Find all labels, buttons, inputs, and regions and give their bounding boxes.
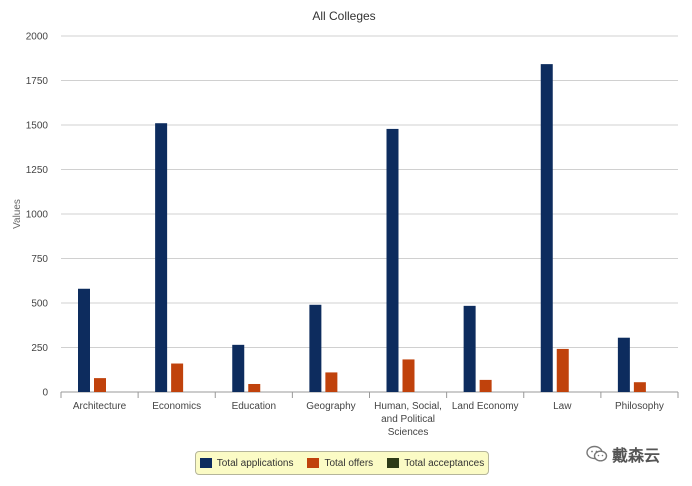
gridlines — [61, 35, 678, 393]
y-tick-label: 0 — [42, 388, 48, 399]
x-tick-label: Geography — [306, 401, 355, 412]
bar — [386, 128, 399, 392]
bar — [556, 348, 569, 392]
bar — [617, 337, 630, 392]
x-tick-label: Education — [232, 401, 276, 412]
y-tick-label: 750 — [31, 254, 48, 265]
x-tick-label: Philosophy — [615, 401, 664, 412]
y-tick-label: 250 — [31, 343, 48, 354]
y-tick-label: 1750 — [26, 76, 49, 87]
x-tick-label: Law — [553, 401, 572, 412]
legend-swatch — [199, 458, 212, 468]
x-tick-label: Economics — [152, 401, 201, 412]
legend-item: Total acceptances — [387, 458, 484, 469]
legend: Total applications Total offers Total acce… — [195, 451, 489, 475]
chart-title: All Colleges — [312, 9, 375, 23]
x-tick-label: Land Economy — [452, 401, 519, 412]
x-tick-label: Architecture — [73, 401, 127, 412]
y-tick-label: 500 — [31, 299, 48, 310]
bar — [78, 288, 90, 392]
legend-item: Total applications — [199, 457, 294, 469]
bar — [479, 379, 492, 392]
bar — [309, 304, 322, 392]
bar — [633, 382, 646, 392]
bar — [402, 359, 415, 392]
legend-label: Total offers — [324, 457, 374, 469]
wechat-icon — [586, 445, 608, 462]
legend-swatch — [387, 458, 400, 468]
legend-label: Total acceptances — [404, 457, 485, 469]
bar — [232, 344, 245, 392]
y-tick-label: 2000 — [26, 32, 49, 43]
x-tick-label: Human, Social, and Political Sciences — [374, 401, 442, 438]
bar — [540, 64, 553, 393]
legend-label: Total applications — [216, 457, 294, 469]
y-tick-label: 1000 — [26, 210, 49, 221]
legend-item: Total offers — [307, 458, 373, 469]
bar — [155, 123, 168, 392]
legend-swatch — [307, 458, 320, 468]
bar — [248, 383, 261, 392]
bar — [325, 372, 338, 392]
y-tick-label: 1500 — [26, 121, 49, 132]
bar — [171, 363, 184, 392]
x-axis: Architecture Economics Education Geography H… — [60, 392, 679, 438]
y-axis-label: Values — [12, 199, 23, 229]
bar — [94, 378, 106, 392]
y-axis: 0 250 500 750 1000 1250 1500 1750 2000 — [26, 32, 49, 399]
bar — [463, 305, 476, 392]
watermark: 戴森云 — [586, 442, 660, 466]
y-tick-label: 1250 — [26, 165, 49, 176]
bars — [78, 64, 646, 393]
watermark-text: 戴森云 — [612, 446, 661, 465]
